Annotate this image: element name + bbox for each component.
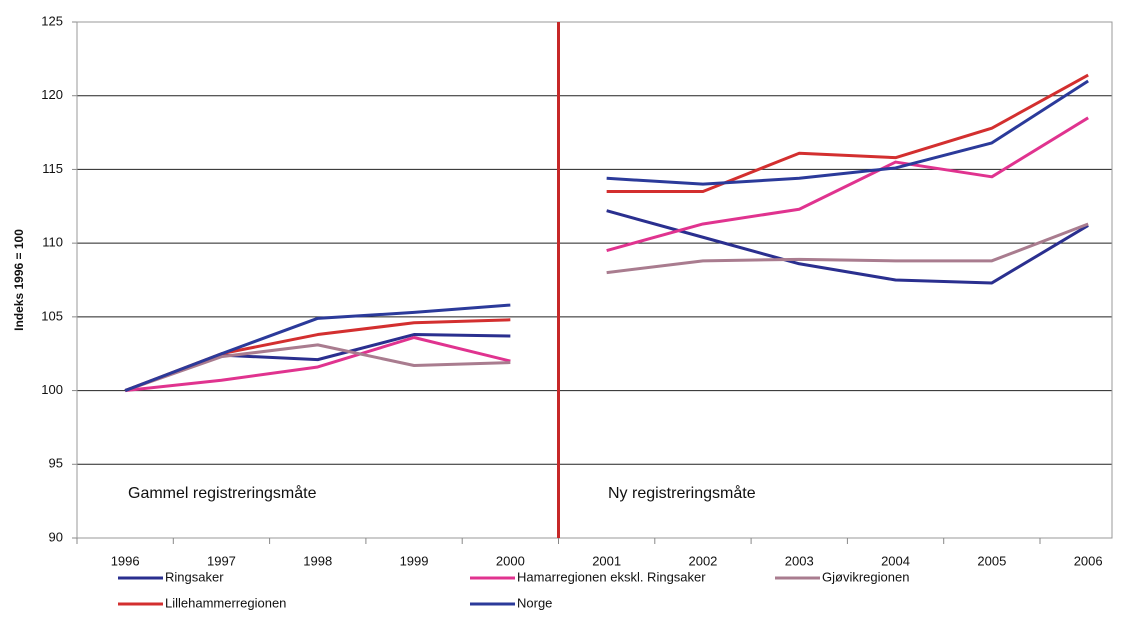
y-axis-label: Indeks 1996 = 100: [12, 229, 26, 331]
x-tick-label: 1997: [207, 553, 236, 568]
x-tick-label: 2002: [688, 553, 717, 568]
legend-label: Hamarregionen ekskl. Ringsaker: [517, 569, 706, 584]
series-line: [124, 303, 511, 392]
series-line: [606, 209, 1089, 285]
plot-frame: [76, 21, 1113, 539]
legend-label: Ringsaker: [165, 569, 224, 584]
x-tick-label: 2004: [881, 553, 910, 568]
x-tick-label: 1998: [303, 553, 332, 568]
y-tick-label: 100: [41, 382, 63, 397]
series-line: [124, 335, 511, 393]
series-line: [606, 73, 1089, 194]
series-line: [606, 222, 1089, 275]
legend-label: Lillehammerregionen: [165, 595, 286, 610]
y-tick-label: 90: [49, 529, 63, 544]
x-tick-label: 2003: [785, 553, 814, 568]
y-tick-label: 110: [42, 235, 63, 250]
y-tick-label: 95: [49, 456, 63, 471]
annotation: Gammel registreringsmåte: [128, 484, 317, 502]
series-line: [606, 79, 1089, 186]
x-tick-label: 2001: [592, 553, 621, 568]
y-tick-label: 115: [42, 161, 63, 176]
x-tick-label: 2000: [496, 553, 525, 568]
annotation: Ny registreringsmåte: [608, 484, 756, 502]
legend-label: Norge: [517, 595, 552, 610]
legend-label: Gjøvikregionen: [822, 569, 909, 584]
x-tick-label: 1996: [111, 553, 140, 568]
y-tick-label: 125: [41, 13, 63, 28]
y-tick-label: 105: [41, 308, 63, 323]
x-tick-label: 2006: [1074, 553, 1103, 568]
series-line: [606, 116, 1089, 252]
x-tick-label: 1999: [400, 553, 429, 568]
series-line: [124, 343, 511, 392]
x-tick-label: 2005: [977, 553, 1006, 568]
y-tick-label: 120: [41, 87, 63, 102]
